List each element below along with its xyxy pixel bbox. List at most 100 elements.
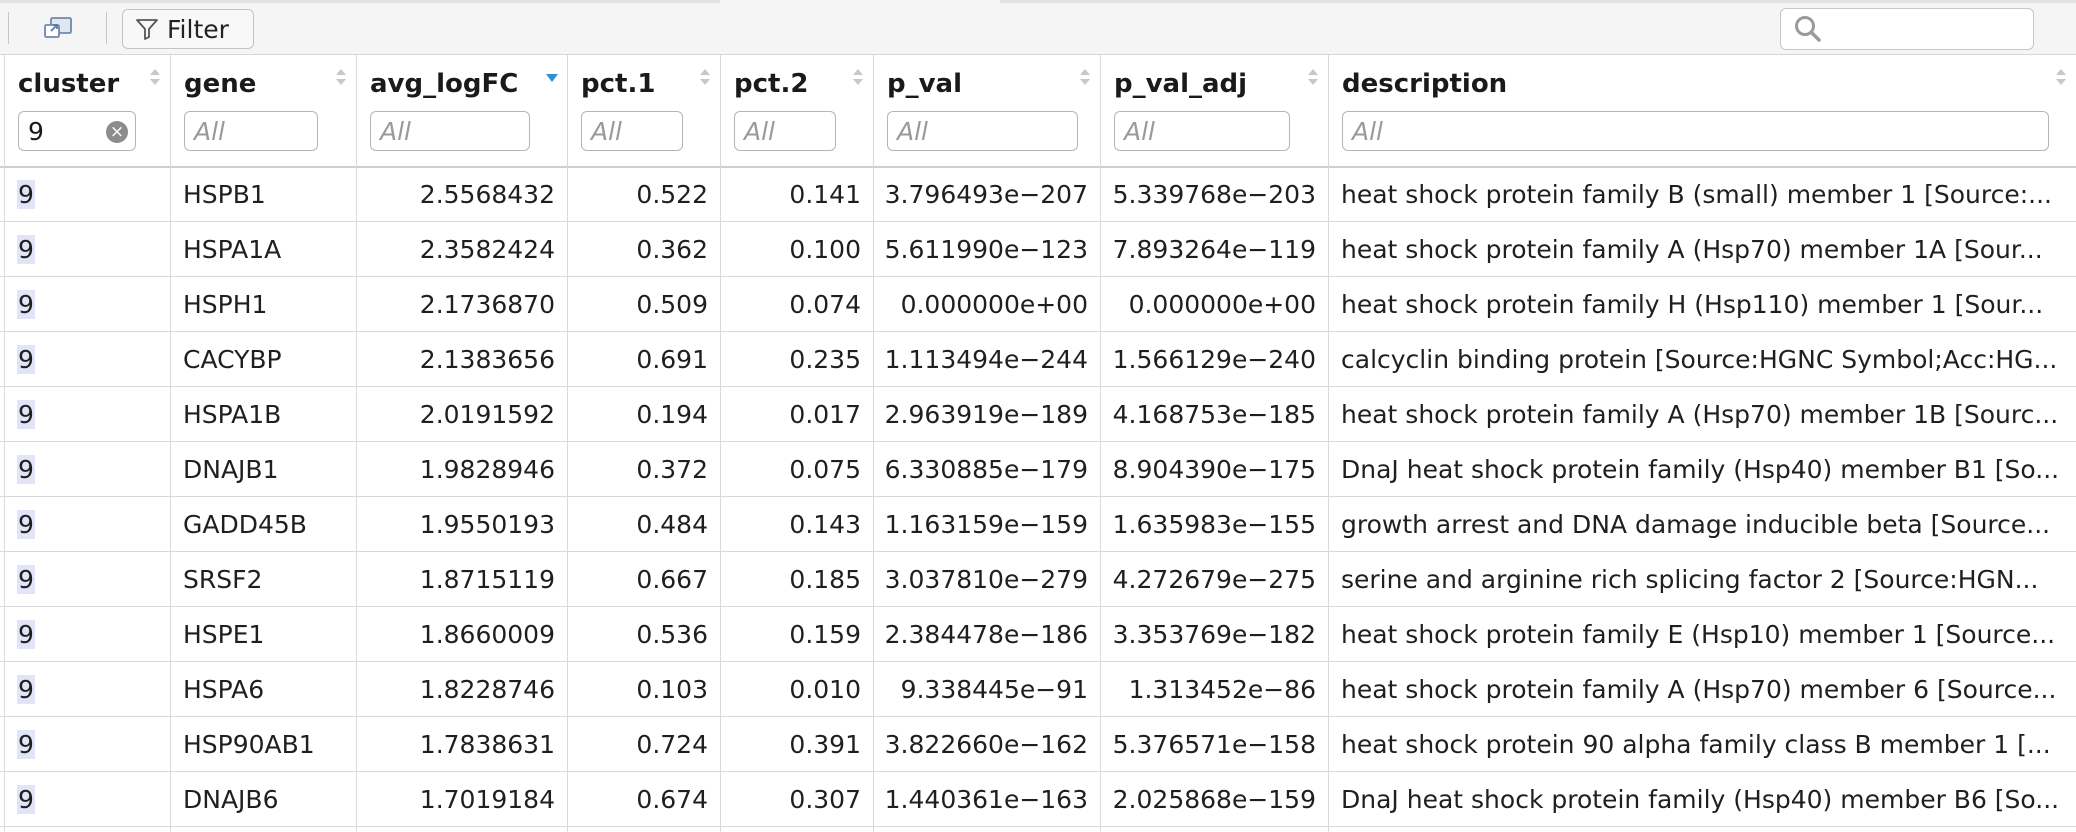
cell-p_val_adj: 7.893264e−119 (1112, 235, 1316, 264)
table-row[interactable]: 9 CACYBP 2.1383656 0.691 0.235 1.113494e−244 1… (0, 332, 2076, 387)
cell-gene: HSPA1B (183, 400, 282, 429)
table-row[interactable]: 9 HSPH1 2.1736870 0.509 0.074 0.000000e+00 0.0… (0, 277, 2076, 332)
cell-avg_logFC: 2.1383656 (419, 345, 555, 374)
table-row[interactable]: 9 HSPA1A 2.3582424 0.362 0.100 5.611990e−123 7… (0, 222, 2076, 277)
cell-p_val_adj: 2.025868e−159 (1112, 785, 1316, 814)
toolbar: Filter (0, 0, 2076, 55)
cell-description: heat shock protein 90 alpha family class… (1341, 730, 2051, 759)
table-row[interactable]: 9 GADD45B 1.9550193 0.484 0.143 1.163159e−159… (0, 497, 2076, 552)
cell-cluster: 9 (17, 607, 163, 662)
cell-pct2: 0.143 (789, 510, 861, 539)
filter-input-pct2[interactable]: All (734, 111, 836, 151)
cell-cluster: 9 (17, 277, 163, 332)
popout-window-button[interactable] (38, 12, 78, 44)
cluster-match-highlight: 9 (17, 455, 35, 484)
filter-input-description[interactable]: All (1342, 111, 2049, 151)
cluster-match-highlight: 9 (17, 620, 35, 649)
cell-p_val_adj: 1.635983e−155 (1112, 510, 1316, 539)
sort-icon[interactable] (1306, 65, 1320, 91)
cell-pct1: 0.484 (636, 510, 708, 539)
cluster-match-highlight: 9 (17, 565, 35, 594)
cell-gene: HSPA6 (183, 675, 265, 704)
column-header-p_val[interactable]: p_val (887, 69, 963, 99)
cell-pct1: 0.724 (636, 730, 708, 759)
row-divider (0, 661, 2076, 662)
cell-description: heat shock protein family B (small) memb… (1341, 180, 2052, 209)
filter-input-avg_logFC[interactable]: All (370, 111, 530, 151)
column-header-pct1[interactable]: pct.1 (581, 69, 656, 99)
column-header-gene[interactable]: gene (184, 69, 257, 99)
cell-pct2: 0.235 (789, 345, 861, 374)
column-header-pct2[interactable]: pct.2 (734, 69, 809, 99)
clear-filter-icon[interactable]: × (106, 121, 128, 143)
cell-cluster: 9 (17, 772, 163, 827)
cell-p_val: 1.163159e−159 (884, 510, 1088, 539)
column-header-avg_logFC[interactable]: avg_logFC (370, 69, 519, 99)
cell-pct2: 0.017 (789, 400, 861, 429)
table-row[interactable]: 9 HSPA6 1.8228746 0.103 0.010 9.338445e−91 1.3… (0, 662, 2076, 717)
cell-p_val: 5.611990e−123 (884, 235, 1088, 264)
funnel-icon (136, 19, 158, 40)
cell-description: heat shock protein family A (Hsp70) memb… (1341, 235, 2043, 264)
cluster-match-highlight: 9 (17, 675, 35, 704)
cluster-match-highlight: 9 (17, 400, 35, 429)
column-divider (170, 55, 171, 832)
column-header-cluster[interactable]: cluster (18, 69, 120, 99)
filter-input-p_val[interactable]: All (887, 111, 1078, 151)
cell-p_val_adj: 5.339768e−203 (1112, 180, 1316, 209)
filter-input-pct1[interactable]: All (581, 111, 683, 151)
cell-description: heat shock protein family E (Hsp10) memb… (1341, 620, 2056, 649)
column-divider (1328, 55, 1329, 832)
toolbar-top-border (1000, 0, 2076, 3)
table-row[interactable]: 9 HSP90AB1 1.7838631 0.724 0.391 3.822660e−16… (0, 717, 2076, 772)
sort-descending-icon[interactable] (545, 65, 559, 91)
search-input[interactable] (1780, 8, 2034, 50)
cell-pct2: 0.075 (789, 455, 861, 484)
cell-pct1: 0.103 (636, 675, 708, 704)
cell-pct2: 0.391 (789, 730, 861, 759)
table-row[interactable]: 9 HSPB1 2.5568432 0.522 0.141 3.796493e−207 5.… (0, 167, 2076, 222)
filter-input-gene[interactable]: All (184, 111, 318, 151)
cell-description: heat shock protein family A (Hsp70) memb… (1341, 675, 2057, 704)
sort-icon[interactable] (148, 65, 162, 91)
cell-description: DnaJ heat shock protein family (Hsp40) m… (1341, 455, 2060, 484)
cell-p_val_adj: 1.566129e−240 (1112, 345, 1316, 374)
row-divider (0, 606, 2076, 607)
cell-avg_logFC: 1.7838631 (419, 730, 555, 759)
column-divider (873, 55, 874, 832)
filter-input-p_val_adj[interactable]: All (1114, 111, 1290, 151)
cell-cluster: 9 (17, 662, 163, 717)
table-row[interactable]: 9 HSPE1 1.8660009 0.536 0.159 2.384478e−186 3.… (0, 607, 2076, 662)
filter-input-cluster[interactable]: 9 × (18, 111, 136, 151)
cell-cluster: 9 (17, 442, 163, 497)
table-row[interactable]: 9 HSPA1B 2.0191592 0.194 0.017 2.963919e−189 4… (0, 387, 2076, 442)
cell-avg_logFC: 1.8715119 (419, 565, 555, 594)
cell-pct2: 0.074 (789, 290, 861, 319)
row-divider (0, 496, 2076, 497)
cell-pct1: 0.536 (636, 620, 708, 649)
cell-p_val_adj: 5.376571e−158 (1112, 730, 1316, 759)
cell-pct1: 0.522 (636, 180, 708, 209)
cell-avg_logFC: 1.8660009 (419, 620, 555, 649)
sort-icon[interactable] (1078, 65, 1092, 91)
cell-pct2: 0.159 (789, 620, 861, 649)
column-header-p_val_adj[interactable]: p_val_adj (1114, 69, 1248, 99)
sort-icon[interactable] (851, 65, 865, 91)
sort-icon[interactable] (334, 65, 348, 91)
column-divider (4, 55, 5, 832)
table-row[interactable]: 9 DNAJB6 1.7019184 0.674 0.307 1.440361e−163 2… (0, 772, 2076, 827)
cell-gene: HSPB1 (183, 180, 266, 209)
sort-icon[interactable] (698, 65, 712, 91)
cell-description: growth arrest and DNA damage inducible b… (1341, 510, 2051, 539)
table-row[interactable]: 9 SRSF2 1.8715119 0.667 0.185 3.037810e−279 4.… (0, 552, 2076, 607)
search-icon (1795, 16, 1821, 42)
cell-gene: GADD45B (183, 510, 307, 539)
cell-p_val: 1.440361e−163 (884, 785, 1088, 814)
column-header-description[interactable]: description (1342, 69, 1508, 99)
cell-pct2: 0.307 (789, 785, 861, 814)
cluster-match-highlight: 9 (17, 785, 35, 814)
filter-button[interactable]: Filter (122, 9, 254, 49)
sort-icon[interactable] (2054, 65, 2068, 91)
header-divider (0, 166, 2076, 168)
table-row[interactable]: 9 DNAJB1 1.9828946 0.372 0.075 6.330885e−179 8… (0, 442, 2076, 497)
